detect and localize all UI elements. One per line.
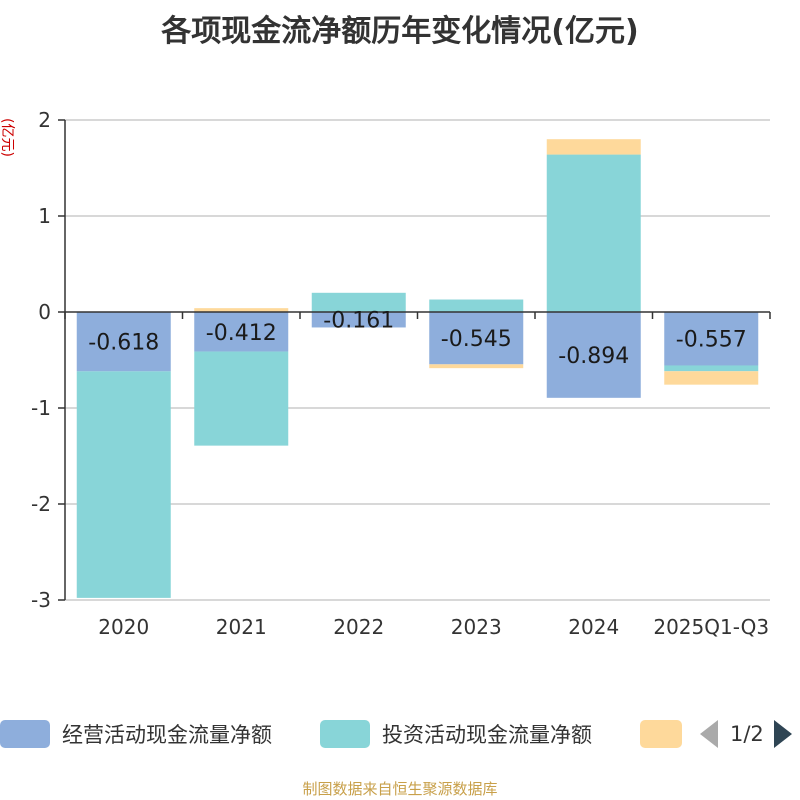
chart-title: 各项现金流净额历年变化情况(亿元) — [161, 14, 639, 49]
bar-segment-s1-2020 — [76, 371, 171, 598]
legend-swatch-investing — [320, 720, 370, 748]
x-tick-label: 2023 — [451, 615, 502, 639]
legend-next-icon[interactable] — [773, 720, 792, 748]
legend-swatch-financing — [640, 720, 682, 748]
bar-segment-s2-2025Q1-Q3 — [664, 371, 759, 385]
data-label-2024: -0.894 — [558, 344, 629, 369]
legend-item-investing[interactable]: 投资活动现金流量净额 — [320, 716, 592, 752]
bar-segment-s1-2025Q1-Q3 — [664, 365, 759, 372]
legend-item-operating[interactable]: 经营活动现金流量净额 — [0, 716, 272, 752]
legend-pager: 1/2 — [700, 716, 792, 752]
bar-segment-s0-2022 — [311, 312, 406, 328]
bar-segment-s2-2021 — [194, 308, 289, 312]
bar-segment-s1-2023 — [429, 299, 524, 312]
data-label-2025Q1-Q3: -0.557 — [676, 328, 747, 353]
y-tick-label: 1 — [38, 204, 51, 228]
legend-item-financing[interactable] — [640, 716, 694, 752]
bar-segment-s1-2021 — [194, 351, 289, 446]
data-label-2023: -0.545 — [441, 327, 512, 352]
bar-segment-s1-2024 — [546, 154, 641, 312]
data-label-2022: -0.161 — [323, 309, 394, 334]
bar-segment-s0-2020 — [76, 312, 171, 372]
y-tick-label: -1 — [31, 396, 51, 420]
y-tick-label: -2 — [31, 492, 51, 516]
grid-layer — [65, 119, 770, 601]
y-tick-label: 2 — [38, 108, 51, 132]
y-tick-label: -3 — [31, 588, 51, 612]
bar-segment-s2-2023 — [429, 364, 524, 369]
bar-layer — [76, 139, 759, 598]
x-tick-label: 2024 — [568, 615, 619, 639]
bar-segment-s0-2024 — [546, 312, 641, 398]
legend-label-investing: 投资活动现金流量净额 — [382, 723, 592, 747]
bar-segment-s2-2024 — [546, 139, 641, 155]
axis-layer: 2 1 0 -1 -2 -3 2020 2021 2022 2023 2024 2025Q1-Q3 — [31, 108, 771, 639]
legend-swatch-operating — [0, 720, 50, 748]
legend-prev-icon[interactable] — [700, 720, 718, 748]
label-layer: -0.618 -0.412 -0.161 -0.545 -0.894 -0.557 — [88, 309, 746, 369]
bar-segment-s0-2023 — [429, 312, 524, 365]
legend-page-indicator: 1/2 — [730, 722, 764, 746]
x-tick-label: 2020 — [98, 615, 149, 639]
bar-segment-s1-2022 — [311, 292, 406, 312]
y-tick-label: 0 — [38, 300, 51, 324]
source-note: 制图数据来自恒生聚源数据库 — [302, 780, 498, 798]
data-label-2021: -0.412 — [206, 321, 277, 346]
x-tick-label: 2025Q1-Q3 — [653, 615, 769, 639]
legend-label-operating: 经营活动现金流量净额 — [62, 723, 272, 747]
x-tick-label: 2021 — [216, 615, 267, 639]
data-label-2020: -0.618 — [88, 331, 159, 356]
x-tick-label: 2022 — [333, 615, 384, 639]
legend: 经营活动现金流量净额 投资活动现金流量净额 — [0, 716, 800, 752]
y-axis-label: (亿元) — [0, 118, 15, 157]
chart-plot: 2 1 0 -1 -2 -3 2020 2021 2022 2023 2024 2025Q1-Q3 -… — [0, 108, 771, 639]
bar-segment-s0-2021 — [194, 312, 289, 352]
bar-segment-s0-2025Q1-Q3 — [664, 312, 759, 366]
